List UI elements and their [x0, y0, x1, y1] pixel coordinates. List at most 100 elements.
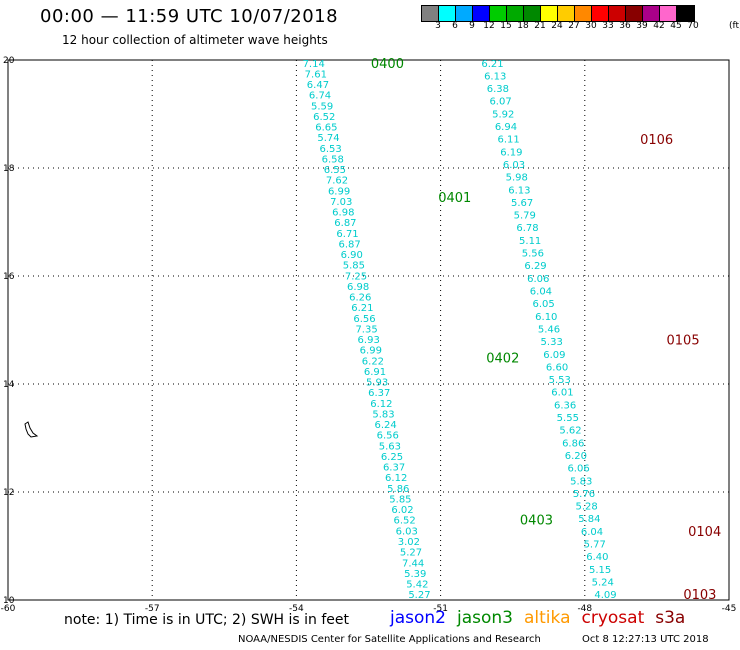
pass-number-label: 0105 — [667, 333, 700, 348]
longitude-tick-label: -48 — [577, 604, 592, 614]
pass-number-label: 0103 — [683, 588, 716, 603]
wave-height-value: 5.85 — [343, 261, 365, 272]
wave-height-value: 6.71 — [336, 229, 358, 240]
color-scale-label: 9 — [469, 21, 475, 31]
wave-height-value: 6.94 — [495, 122, 517, 133]
wave-height-value: 7.25 — [345, 271, 367, 282]
color-scale-labels: 3 6 9 12 15 18 21 24 27 30 33 36 39 42 45 70 — [421, 21, 740, 33]
latitude-tick-label: 12 — [3, 488, 14, 498]
wave-height-value: 6.21 — [481, 59, 503, 70]
wave-height-value: 6.93 — [358, 335, 380, 346]
satellite-legend-entry: cryosat — [581, 608, 645, 628]
color-scale-label: 39 — [636, 21, 648, 31]
wave-height-value: 6.86 — [562, 438, 584, 449]
wave-height-value: 7.03 — [330, 197, 352, 208]
satellite-legend-entry: jason3 — [457, 608, 513, 628]
latitude-tick-label: 20 — [3, 56, 15, 66]
wave-height-value: 5.83 — [372, 409, 394, 420]
wave-height-value: 5.27 — [408, 590, 430, 601]
latitude-tick-label: 16 — [3, 272, 15, 282]
longitude-tick-label: -51 — [433, 604, 448, 614]
wave-height-value: 5.77 — [584, 540, 606, 551]
wave-height-value: 5.53 — [549, 375, 571, 386]
wave-height-value: 5.74 — [317, 133, 339, 144]
wave-height-value: 5.59 — [311, 101, 333, 112]
wave-height-value: 5.98 — [506, 173, 528, 184]
wave-height-value: 6.01 — [551, 388, 573, 399]
wave-height-value: 5.79 — [514, 211, 536, 222]
pass-number-label: 0403 — [520, 514, 553, 529]
wave-height-value: 5.55 — [557, 413, 579, 424]
wave-height-value: 6.55 — [324, 165, 346, 176]
wave-height-value: 7.62 — [326, 176, 348, 187]
color-scale-swatch — [456, 6, 473, 21]
color-scale-label: 70 — [687, 21, 699, 31]
wave-height-value: 6.04 — [530, 287, 552, 298]
latitude-tick-label: 14 — [3, 380, 15, 390]
map-grid — [7, 59, 730, 601]
wave-height-value: 6.99 — [328, 186, 350, 197]
credit-line: NOAA/NESDIS Center for Satellite Applica… — [238, 634, 541, 645]
map-frame — [7, 59, 730, 601]
wave-height-value: 6.07 — [489, 97, 511, 108]
wave-height-value: 6.52 — [394, 516, 416, 527]
color-scale-label: 33 — [602, 21, 614, 31]
wave-height-value: 6.12 — [370, 399, 392, 410]
color-scale-swatch — [490, 6, 507, 21]
wave-height-value: 6.78 — [516, 223, 538, 234]
satellite-legend-entry: jason2 — [390, 608, 446, 628]
wave-height-value: 5.93 — [366, 378, 388, 389]
wave-height-value: 6.58 — [322, 154, 344, 165]
wave-height-value: 5.27 — [400, 548, 422, 559]
color-scale-swatch — [626, 6, 643, 21]
wave-height-value: 6.29 — [524, 261, 546, 272]
coastline-island — [24, 421, 39, 438]
wave-height-value: 6.87 — [339, 239, 361, 250]
wave-height-value: 6.87 — [334, 218, 356, 229]
color-scale-label: 42 — [653, 21, 665, 31]
generation-timestamp: Oct 8 12:27:13 UTC 2018 — [582, 634, 709, 645]
color-scale-swatch — [643, 6, 660, 21]
wave-height-value: 5.11 — [519, 236, 541, 247]
wave-height-value: 6.02 — [391, 505, 413, 516]
color-scale-swatch — [541, 6, 558, 21]
pass-number-label: 0106 — [640, 133, 673, 148]
wave-height-value: 5.83 — [570, 476, 592, 487]
wave-height-value: 6.05 — [532, 299, 554, 310]
wave-height-value: 6.19 — [500, 147, 522, 158]
pass-number-label: 0400 — [371, 57, 404, 72]
color-scale-label: 12 — [483, 21, 495, 31]
color-scale-swatch — [439, 6, 456, 21]
wave-height-value: 5.15 — [589, 565, 611, 576]
pass-number-label: 0104 — [688, 525, 721, 540]
wave-height-value: 6.98 — [332, 208, 354, 219]
wave-height-value: 6.20 — [565, 451, 587, 462]
wave-height-value: 6.10 — [535, 312, 557, 323]
color-scale-swatch — [592, 6, 609, 21]
color-scale-label: 15 — [500, 21, 512, 31]
color-scale-swatch — [660, 6, 677, 21]
wave-height-value: 6.06 — [567, 464, 589, 475]
satellite-legend-entry: s3a — [655, 608, 686, 628]
wave-height-value: 6.13 — [508, 185, 530, 196]
latitude-tick-label: 10 — [3, 596, 15, 606]
pass-number-label: 0401 — [438, 191, 471, 206]
satellite-legend-entry: altika — [524, 608, 571, 628]
wave-height-value: 6.13 — [484, 71, 506, 82]
axis-tick-labels: -60 -57 -54 -51 -48 -45 20 18 16 14 12 10 — [1, 56, 737, 614]
color-scale-swatch — [422, 6, 439, 21]
wave-height-color-scale — [421, 5, 695, 22]
wave-height-value: 6.26 — [349, 293, 371, 304]
color-scale-label: 21 — [534, 21, 546, 31]
wave-height-value: 4.09 — [594, 590, 616, 601]
wave-height-value: 6.98 — [347, 282, 369, 293]
longitude-tick-label: -60 — [1, 604, 16, 614]
wave-height-value: 5.24 — [592, 577, 614, 588]
color-scale-unit: (ft) — [729, 21, 740, 31]
wave-height-value: 6.37 — [383, 463, 405, 474]
wave-height-value: 6.74 — [309, 91, 331, 102]
wave-height-value: 5.63 — [379, 441, 401, 452]
wave-height-value: 6.03 — [396, 526, 418, 537]
wave-height-value: 5.42 — [406, 580, 428, 591]
